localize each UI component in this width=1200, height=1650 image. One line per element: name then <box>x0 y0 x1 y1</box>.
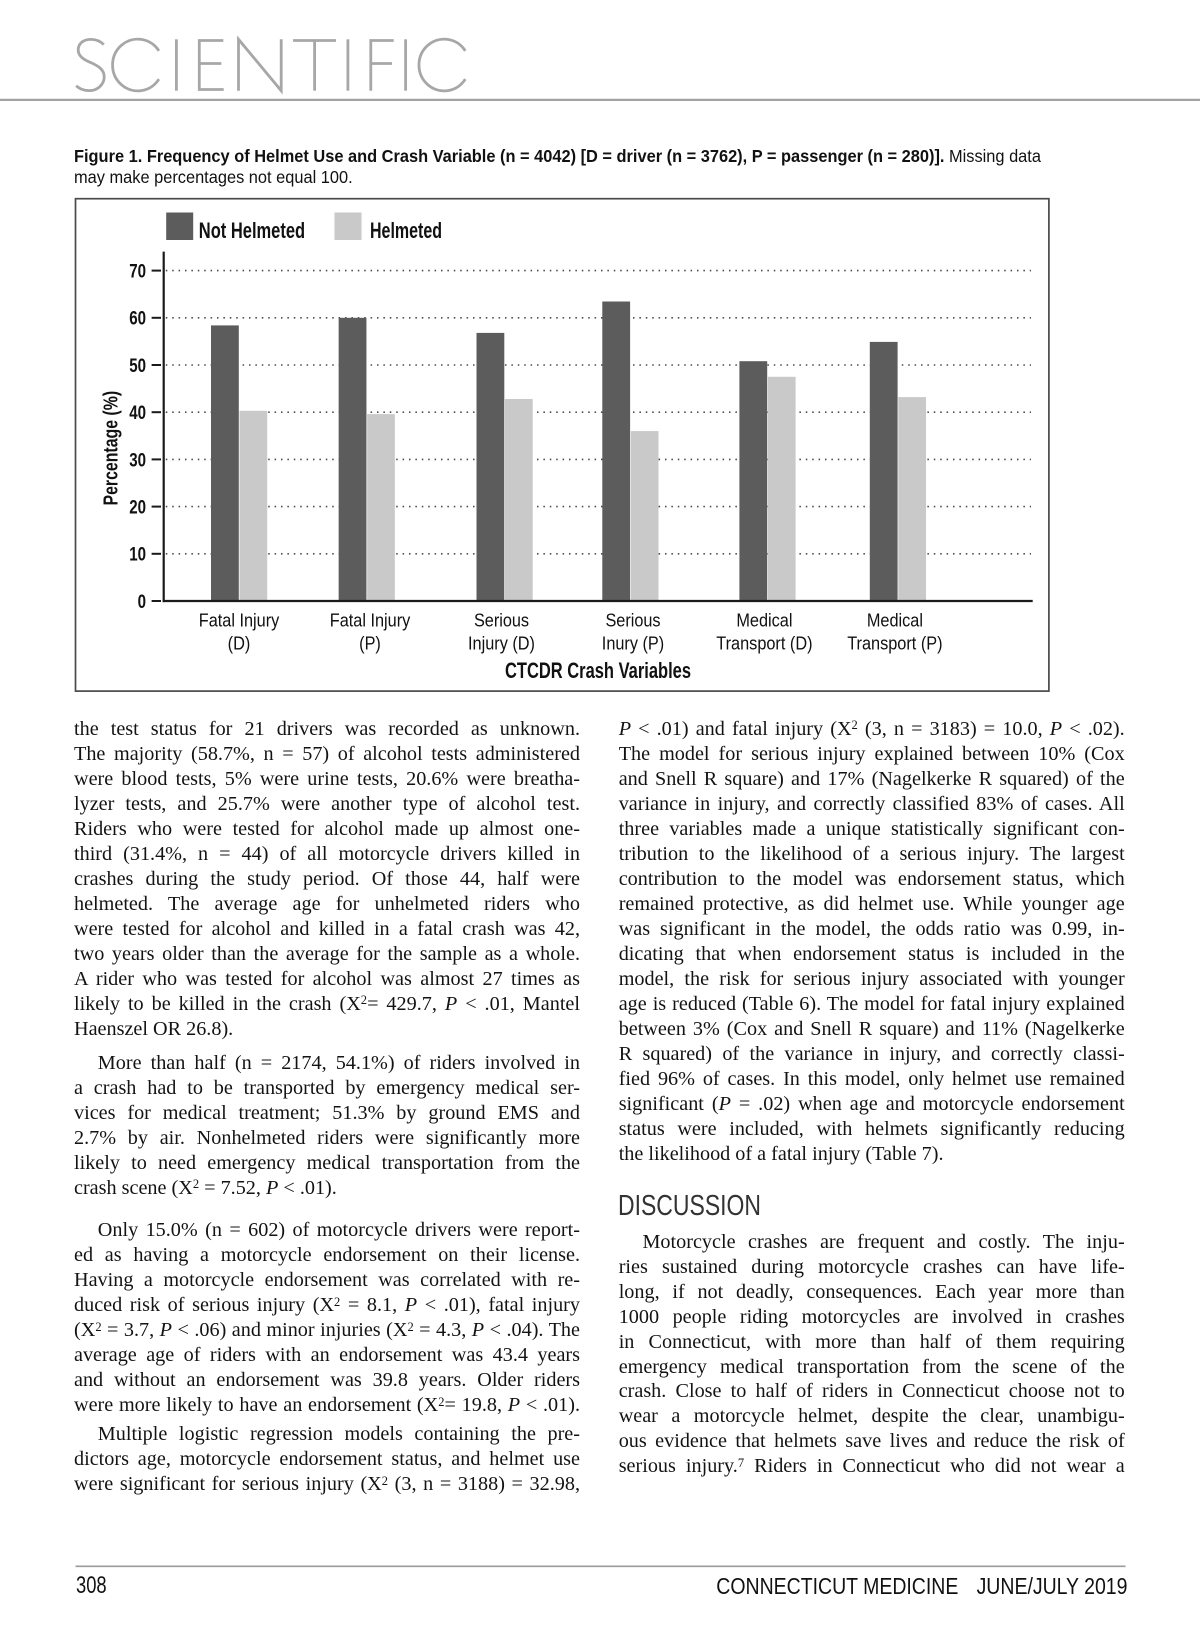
svg-text:Medical: Medical <box>867 610 923 631</box>
svg-text:Percentage (%): Percentage (%) <box>99 391 122 506</box>
svg-text:40: 40 <box>129 402 146 424</box>
svg-text:(D): (D) <box>228 632 251 653</box>
svg-text:Medical: Medical <box>736 610 792 631</box>
svg-text:0: 0 <box>138 591 147 613</box>
svg-text:CTCDR Crash Variables: CTCDR Crash Variables <box>505 658 691 683</box>
svg-text:70: 70 <box>129 261 146 283</box>
svg-text:50: 50 <box>129 355 146 377</box>
svg-text:Serious: Serious <box>474 610 529 631</box>
svg-text:60: 60 <box>129 308 146 330</box>
svg-text:Injury (D): Injury (D) <box>468 632 535 653</box>
svg-text:10: 10 <box>129 544 146 566</box>
svg-text:Serious: Serious <box>605 610 660 631</box>
svg-text:Helmeted: Helmeted <box>370 218 442 243</box>
svg-text:Transport (P): Transport (P) <box>847 632 942 653</box>
svg-text:Inury (P): Inury (P) <box>602 632 664 653</box>
svg-text:Fatal Injury: Fatal Injury <box>199 610 280 631</box>
svg-text:Not Helmeted: Not Helmeted <box>199 218 305 243</box>
svg-text:20: 20 <box>129 497 146 519</box>
svg-text:(P): (P) <box>359 632 381 653</box>
svg-text:Transport (D): Transport (D) <box>716 632 812 653</box>
svg-text:Fatal Injury: Fatal Injury <box>330 610 411 631</box>
svg-text:30: 30 <box>129 449 146 471</box>
